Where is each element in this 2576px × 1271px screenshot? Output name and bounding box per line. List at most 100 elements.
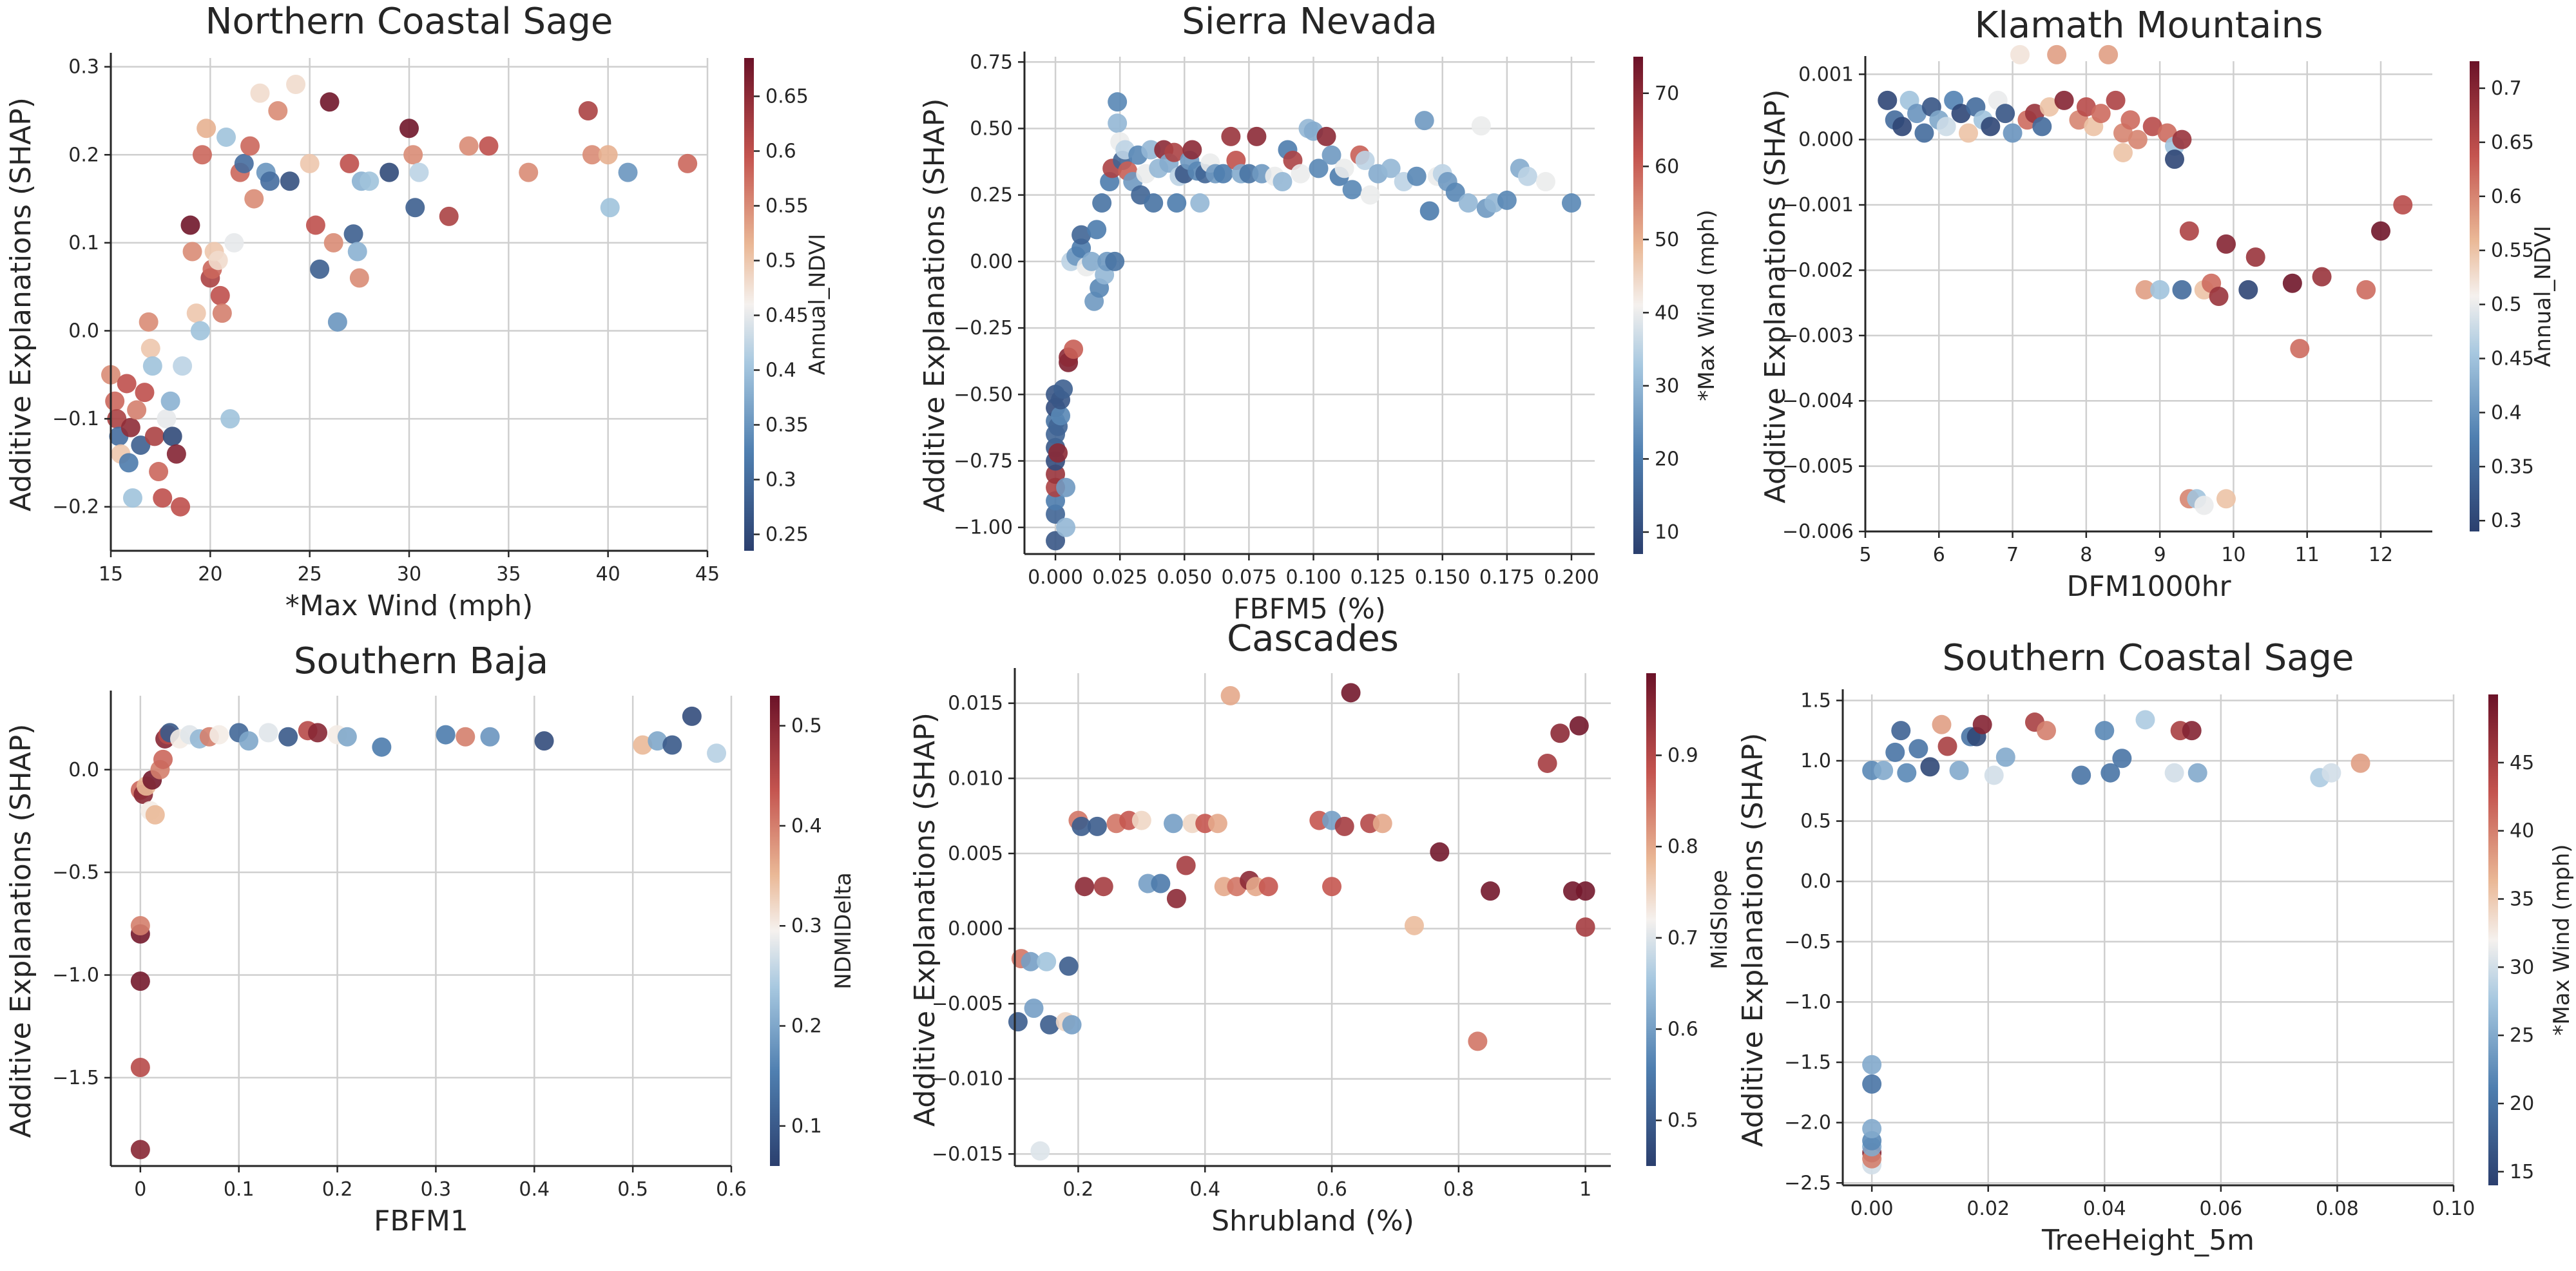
colorbar-tick-label: 0.5 xyxy=(791,715,822,738)
scatter-point xyxy=(1316,126,1336,146)
scatter-point xyxy=(2099,44,2119,64)
scatter-point xyxy=(2071,765,2091,785)
scatter-point xyxy=(340,153,360,173)
y-tick-label: 1.0 xyxy=(1800,750,1831,772)
scatter-point xyxy=(682,706,702,726)
scatter-point xyxy=(1056,517,1076,537)
scatter-point xyxy=(459,136,479,156)
y-tick-label: 0.25 xyxy=(970,184,1013,207)
scatter-point xyxy=(1471,116,1491,136)
scatter-point xyxy=(1537,753,1557,773)
y-tick-label: −1.0 xyxy=(52,964,99,987)
scatter-point xyxy=(2350,753,2370,773)
x-tick-label: 0.00 xyxy=(1850,1198,1894,1220)
scatter-point xyxy=(2165,149,2184,169)
scatter-point xyxy=(210,285,230,305)
scatter-point xyxy=(1937,736,1957,756)
scatter-point xyxy=(122,488,142,508)
scatter-point xyxy=(286,74,306,94)
scatter-point xyxy=(360,171,380,191)
scatter-point xyxy=(662,735,682,755)
scatter-point xyxy=(1046,531,1066,551)
scatter-point xyxy=(1046,504,1066,524)
chart-panel-2: 0.000 0.025 0.050 0.075 0.100 0.125 0.150 0.175… xyxy=(918,1,1720,626)
y-tick-label: −2.0 xyxy=(1784,1112,1831,1134)
scatter-point xyxy=(220,409,240,429)
scatter-point xyxy=(372,737,392,757)
colorbar-tick-label: 0.2 xyxy=(791,1015,822,1038)
colorbar-label: NDMIDelta xyxy=(831,872,856,989)
scatter-point xyxy=(1221,126,1241,146)
scatter-point xyxy=(1062,1015,1082,1035)
y-tick-label: 0.1 xyxy=(68,232,99,254)
y-tick-label: −1.0 xyxy=(1784,991,1831,1013)
scatter-point xyxy=(1164,814,1184,834)
chart-title: Sierra Nevada xyxy=(1182,1,1437,43)
scatter-point xyxy=(1341,683,1361,703)
y-tick-label: 0.50 xyxy=(970,117,1013,140)
scatter-point xyxy=(1322,877,1342,897)
x-tick-label: 0.10 xyxy=(2432,1198,2475,1220)
scatter-point xyxy=(182,242,202,262)
scatter-point xyxy=(105,391,125,411)
colorbar-tick-label: 0.65 xyxy=(765,86,809,108)
scatter-point xyxy=(1984,765,2004,785)
colorbar-tick-label: 0.55 xyxy=(765,195,809,218)
scatter-point xyxy=(171,497,191,517)
y-tick-label: 0.000 xyxy=(948,917,1003,940)
scatter-point xyxy=(1092,193,1112,213)
x-tick-label: 0.4 xyxy=(1189,1178,1220,1201)
y-tick-label: −0.1 xyxy=(52,408,99,430)
scatter-point xyxy=(1046,464,1066,484)
scatter-point xyxy=(1972,714,1992,734)
colorbar: 0.5 0.6 0.7 0.8 0.9 MidSlope xyxy=(1646,673,1733,1166)
scatter-point xyxy=(1932,714,1952,734)
x-tick-label: 45 xyxy=(695,563,720,586)
x-tick-label: 0.4 xyxy=(519,1178,550,1201)
x-axis-label: FBFM5 (%) xyxy=(1233,593,1386,626)
scatter-point xyxy=(2172,129,2192,149)
scatter-point xyxy=(2076,97,2096,117)
scatter-point xyxy=(436,725,456,745)
scatter-point xyxy=(2135,710,2155,730)
scatter-point xyxy=(439,206,459,226)
scatter-point xyxy=(1561,193,1581,213)
scatter-point xyxy=(2321,763,2341,783)
scatter-point xyxy=(190,321,210,341)
scatter-point xyxy=(598,145,618,165)
colorbar-tick-label: 0.35 xyxy=(765,414,809,437)
scatter-point xyxy=(479,136,499,156)
scatter-point xyxy=(1190,193,1210,213)
scatter-point xyxy=(1914,123,1934,143)
y-tick-label: 0.001 xyxy=(1798,63,1854,86)
x-tick-label: 15 xyxy=(99,563,123,586)
chart-panel-1: 15 20 25 30 35 40 45 −0.2 −0.1 0.0 0.1 0.2 0.3 Northe… xyxy=(5,1,831,622)
scatter-point xyxy=(1430,842,1450,862)
scatter-point xyxy=(244,189,264,209)
scatter-point xyxy=(2003,123,2023,143)
scatter-point xyxy=(1891,721,1911,741)
colorbar-tick-label: 20 xyxy=(2510,1093,2534,1115)
colorbar-tick-label: 70 xyxy=(1655,82,1679,105)
scatter-point xyxy=(1936,117,1956,137)
scatter-point xyxy=(2032,117,2052,137)
chart-title: Southern Baja xyxy=(294,640,548,682)
scatter-point xyxy=(2182,721,2202,741)
chart-title: Cascades xyxy=(1227,618,1399,660)
scatter-point xyxy=(140,338,160,358)
scatter-point xyxy=(1087,220,1107,240)
scatter-point xyxy=(1414,111,1434,131)
scatter-point xyxy=(1419,201,1439,221)
x-tick-label: 0.8 xyxy=(1443,1178,1474,1201)
scatter-point xyxy=(2112,749,2132,769)
scatter-point xyxy=(166,444,186,464)
x-tick-label: 0.02 xyxy=(1966,1198,2010,1220)
scatter-point xyxy=(480,727,500,747)
x-tick-label: 5 xyxy=(1859,544,1871,566)
scatter-point xyxy=(212,303,232,323)
colorbar-label: *Max Wind (mph) xyxy=(2549,844,2575,1035)
scatter-point xyxy=(1220,685,1240,705)
scatter-point xyxy=(1569,716,1589,736)
colorbar-tick-label: 20 xyxy=(1655,448,1679,470)
scatter-point xyxy=(1182,140,1202,160)
